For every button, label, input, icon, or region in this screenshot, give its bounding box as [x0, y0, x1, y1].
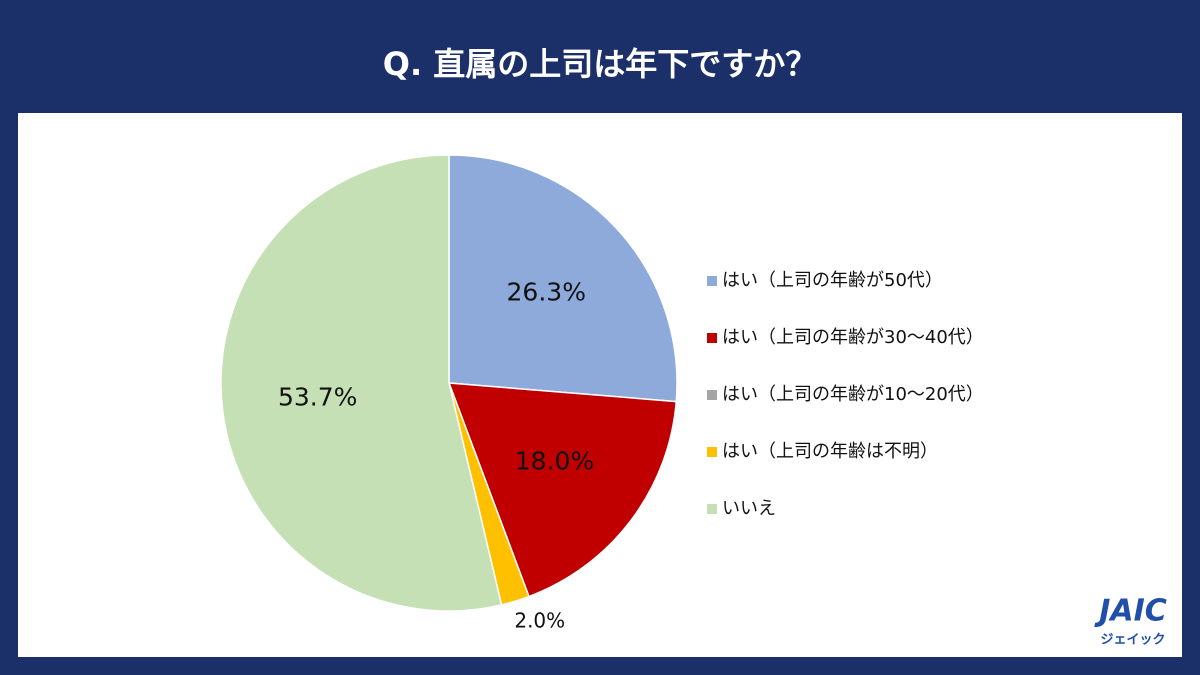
legend-label: いいえ: [722, 498, 776, 519]
pie-slice: [220, 154, 503, 612]
legend-swatch: [707, 276, 717, 286]
legend-label: はい（上司の年齢は不明）: [722, 441, 938, 462]
data-label: 2.0%: [514, 609, 565, 633]
legend-swatch: [707, 447, 717, 457]
pie-slice: [447, 382, 678, 598]
data-label: 18.0%: [515, 447, 594, 476]
legend-label: はい（上司の年齢が10～20代）: [722, 384, 984, 405]
legend-swatch: [707, 390, 717, 400]
logo: JAIC: [1094, 594, 1167, 629]
legend-label: はい（上司の年齢が30～40代）: [722, 327, 984, 348]
legend-swatch: [707, 504, 717, 514]
chart-title: Q. 直属の上司は年下ですか？: [383, 45, 818, 83]
data-label: 26.3%: [507, 277, 586, 306]
pie-slice: [448, 154, 678, 403]
legend-swatch: [707, 333, 717, 343]
data-label: 53.7%: [278, 382, 357, 411]
logo-sub: ジェイック: [1100, 633, 1165, 648]
legend-label: はい（上司の年齢が50代）: [722, 270, 943, 291]
